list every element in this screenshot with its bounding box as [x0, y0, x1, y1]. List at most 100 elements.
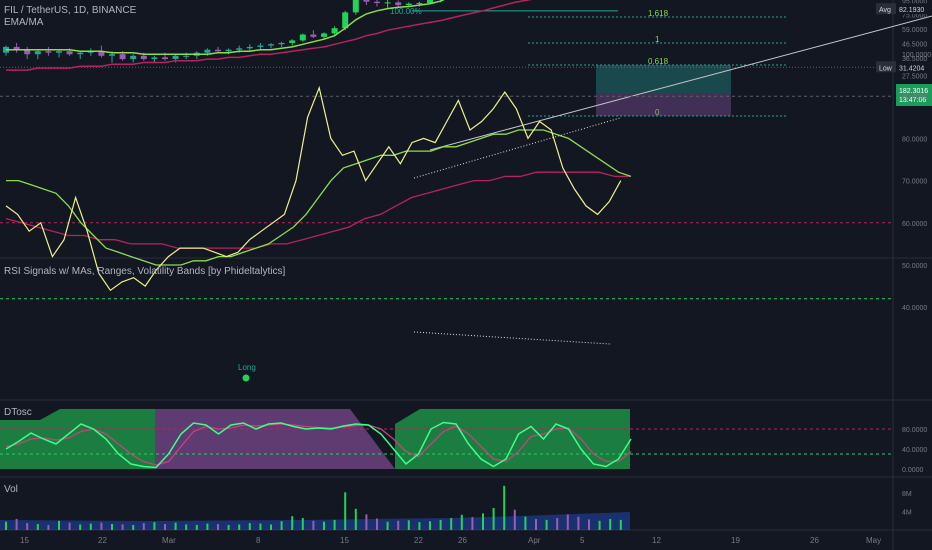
candle-body — [77, 52, 84, 55]
volume-bar — [121, 524, 124, 530]
volume-bar — [280, 521, 283, 530]
volume-bar — [418, 522, 421, 530]
dtosc-bear-zone — [155, 409, 395, 469]
volume-bar — [429, 521, 431, 530]
volume-bar — [259, 523, 262, 530]
volume-bar — [471, 517, 474, 530]
vol-axis-tick: 4M — [902, 510, 912, 517]
candle-body — [183, 55, 190, 57]
candle-body — [427, 0, 433, 4]
fib-extension-label: 1.618 — [648, 9, 669, 18]
indicator-title[interactable]: EMA/MA — [4, 17, 44, 28]
x-axis-tick: 26 — [810, 536, 819, 545]
volume-bar — [344, 492, 347, 530]
low-badge — [896, 61, 932, 73]
rsi-axis-tick: 80.0000 — [902, 136, 927, 143]
volume-bar — [58, 520, 60, 530]
symbol-title[interactable]: FIL / TetherUS, 1D, BINANCE — [4, 5, 137, 16]
fib-extension-label: 0 — [655, 108, 660, 117]
dtosc-bull-zone — [395, 409, 630, 469]
candle-body — [374, 1, 380, 4]
rsi-axis-tick: 60.0000 — [902, 221, 927, 228]
candle-body — [299, 34, 306, 41]
fib-extension-label: 0.618 — [648, 57, 669, 66]
price-axis-tick: 46.5000 — [902, 42, 927, 49]
rsi-title[interactable]: RSI Signals w/ MAs, Ranges, Volatility B… — [4, 266, 286, 277]
x-axis-tick: Apr — [528, 536, 541, 545]
volume-bar — [577, 516, 580, 530]
candle-body — [215, 49, 221, 52]
volume-bar — [619, 519, 622, 530]
rsi-axis-tick: 90.0000 — [902, 94, 927, 101]
x-axis-tick: 5 — [580, 536, 585, 545]
candle-body — [268, 44, 274, 46]
ema-line — [6, 0, 445, 55]
candle-body — [278, 42, 285, 45]
volume-bar — [89, 523, 92, 530]
rsi-pane[interactable]: Long — [0, 85, 893, 382]
volume-bar — [492, 507, 495, 530]
price-axis-tick: 27.5000 — [902, 73, 927, 80]
volume-bar — [301, 518, 304, 530]
fib-retracement: 0.00%38.20%50.00%61.80%78.60%100.00%1.61… — [390, 7, 932, 179]
rsi-axis-tick: 100.0000 — [902, 52, 931, 59]
x-axis-tick: 15 — [20, 536, 29, 545]
candle-body — [363, 0, 370, 2]
rsi-axis-tick: 40.0000 — [902, 305, 927, 312]
volume-bar — [132, 524, 135, 530]
candle-body — [405, 3, 412, 6]
volume-bar — [482, 513, 484, 530]
candle-body — [109, 54, 115, 56]
avg-badge — [896, 3, 932, 15]
candle-body — [236, 48, 243, 50]
candle-body — [395, 2, 402, 6]
volume-bar — [397, 520, 400, 530]
volume-bar — [535, 518, 537, 530]
candle-body — [66, 51, 73, 55]
vol-title[interactable]: Vol — [4, 484, 18, 495]
volume-bar — [142, 523, 145, 530]
volume-bar — [609, 518, 612, 530]
x-axis-tick: 26 — [458, 536, 467, 545]
avg-tag — [876, 3, 896, 15]
dtosc-k-line — [5, 421, 632, 469]
dtosc-axis-tick: 40.0000 — [902, 447, 927, 454]
candle-body — [204, 49, 211, 53]
volume-pane[interactable] — [0, 485, 630, 530]
x-axis-tick: 15 — [340, 536, 349, 545]
volume-bar — [598, 520, 601, 530]
volume-bar — [164, 524, 166, 530]
rsi-divergence-line — [413, 331, 611, 345]
x-axis-tick: 19 — [731, 536, 740, 545]
dtosc-pane[interactable] — [0, 409, 893, 469]
volume-bar — [227, 524, 230, 530]
candle-body — [246, 46, 253, 49]
candle-body — [331, 28, 338, 34]
volume-bar — [376, 518, 378, 530]
volume-bar — [195, 524, 198, 530]
volume-bar — [248, 523, 251, 530]
candle-body — [98, 51, 105, 56]
price-axis-tick: 95.0000 — [902, 0, 927, 5]
volume-bar — [15, 518, 18, 530]
x-axis-tick: May — [866, 536, 881, 545]
volume-bar — [312, 520, 315, 530]
candle-body — [172, 55, 179, 60]
candle-body — [24, 49, 31, 55]
candle-body — [352, 0, 359, 13]
candle-body — [34, 51, 41, 55]
x-axis-tick: Mar — [162, 536, 176, 545]
volume-bar — [153, 522, 156, 530]
volume-bar — [323, 521, 325, 530]
volume-bar — [545, 519, 548, 530]
main-price-pane[interactable] — [3, 0, 624, 71]
dtosc-title[interactable]: DTosc — [4, 407, 32, 418]
avg-tag-text: Avg — [879, 7, 891, 14]
price-axis-tick: 59.0000 — [902, 27, 927, 34]
volume-bar — [407, 520, 410, 530]
rsi-axis-tick: 70.0000 — [902, 179, 927, 186]
low-tag-text: Low — [879, 65, 893, 72]
volume-bar — [386, 521, 389, 530]
x-axis-tick: 22 — [98, 536, 107, 545]
